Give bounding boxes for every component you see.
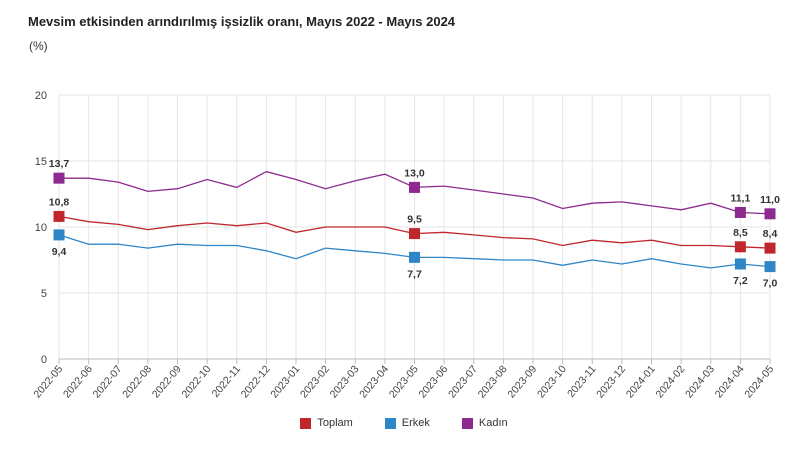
data-label-kadin: 11,1 <box>730 192 750 204</box>
data-label-toplam: 8,5 <box>733 227 748 239</box>
x-tick-label: 2023-07 <box>446 363 480 400</box>
x-tick-label: 2022-10 <box>179 363 213 400</box>
x-tick-label: 2022-09 <box>150 363 184 400</box>
legend-label-kadin: Kadın <box>478 417 508 429</box>
x-tick-label: 2023-06 <box>416 363 450 400</box>
data-point-kadin <box>53 172 65 184</box>
data-label-kadin: 11,0 <box>760 194 780 206</box>
y-tick-label: 0 <box>41 354 47 366</box>
data-point-toplam <box>764 242 776 254</box>
y-tick-label: 5 <box>41 288 47 300</box>
x-tick-label: 2023-08 <box>476 363 510 400</box>
x-tick-label: 2023-10 <box>535 363 569 400</box>
x-tick-label: 2023-09 <box>505 363 539 400</box>
data-point-kadin <box>409 181 420 193</box>
legend-label-erkek: Erkek <box>401 417 430 429</box>
data-point-erkek <box>409 251 420 263</box>
y-axis-unit-label: (%) <box>29 39 48 53</box>
legend-label-toplam: Toplam <box>317 417 353 429</box>
legend-item-kadin[interactable]: Kadın <box>454 417 508 429</box>
x-tick-label: 2022-12 <box>239 363 273 400</box>
y-tick-label: 20 <box>35 90 47 102</box>
x-tick-label: 2023-04 <box>357 363 391 400</box>
data-label-toplam: 10,8 <box>49 196 70 208</box>
data-label-kadin: 13,7 <box>49 158 70 170</box>
x-tick-label: 2022-05 <box>31 363 65 400</box>
chart-title: Mevsim etkisinden arındırılmış işsizlik … <box>28 14 456 29</box>
x-tick-label: 2024-02 <box>653 363 687 400</box>
legend-swatch-kadin <box>461 417 473 429</box>
x-tick-label: 2022-08 <box>120 363 154 400</box>
x-tick-label: 2023-01 <box>268 363 302 400</box>
x-tick-label: 2024-04 <box>713 363 747 400</box>
x-tick-label: 2023-11 <box>565 363 599 400</box>
x-tick-label: 2022-07 <box>91 363 125 400</box>
x-tick-label: 2024-03 <box>683 363 717 400</box>
data-label-toplam: 9,5 <box>407 214 422 226</box>
data-point-kadin <box>734 206 746 218</box>
legend-item-toplam[interactable]: Toplam <box>292 417 353 429</box>
data-point-kadin <box>764 208 776 220</box>
data-label-erkek: 7,7 <box>407 268 422 280</box>
y-tick-label: 15 <box>35 156 47 168</box>
y-tick-label: 10 <box>35 222 47 234</box>
data-point-erkek <box>734 258 746 270</box>
legend-swatch-erkek <box>384 417 396 429</box>
x-tick-label: 2023-05 <box>387 363 421 400</box>
data-label-erkek: 9,4 <box>52 246 67 258</box>
data-point-erkek <box>53 229 65 241</box>
x-tick-label: 2022-11 <box>210 363 244 400</box>
data-point-toplam <box>409 228 420 240</box>
data-label-toplam: 8,4 <box>763 228 778 240</box>
x-tick-label: 2024-01 <box>624 363 658 400</box>
legend-swatch-toplam <box>300 417 312 429</box>
legend-item-erkek[interactable]: Erkek <box>377 417 430 429</box>
x-tick-label: 2023-02 <box>298 363 332 400</box>
x-tick-label: 2023-03 <box>328 363 362 400</box>
x-tick-label: 2023-12 <box>594 363 628 400</box>
data-label-erkek: 7,2 <box>733 275 748 287</box>
data-point-toplam <box>734 241 746 253</box>
data-label-kadin: 13,0 <box>404 167 425 179</box>
x-tick-label: 2024-05 <box>742 363 776 400</box>
data-point-erkek <box>764 261 776 273</box>
chart-legend: Toplam Erkek Kadın <box>0 417 800 429</box>
x-tick-label: 2022-06 <box>61 363 95 400</box>
data-label-erkek: 7,0 <box>763 278 778 290</box>
data-point-toplam <box>53 210 65 222</box>
